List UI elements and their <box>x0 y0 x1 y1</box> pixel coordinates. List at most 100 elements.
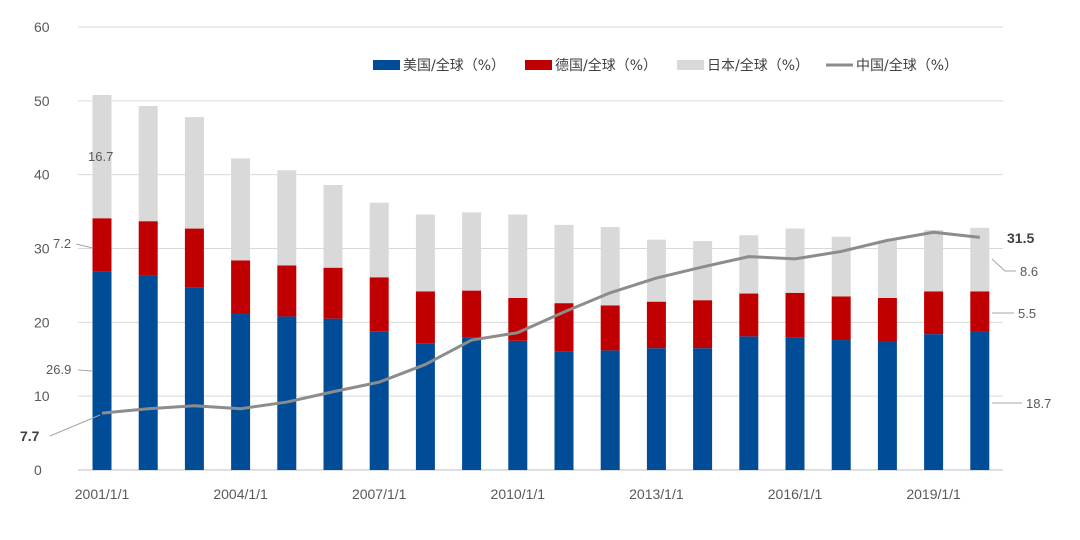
bar-segment <box>646 239 666 302</box>
bar-segment <box>277 170 297 266</box>
bar-segment <box>970 291 990 332</box>
china-line-path <box>101 230 980 415</box>
bar-segment <box>369 202 389 278</box>
legend-label: 美国/全球（%） <box>403 57 505 74</box>
legend-label: 日本/全球（%） <box>707 57 809 74</box>
bar-segment <box>92 271 112 470</box>
bar-segment <box>92 94 112 219</box>
bar-segment <box>231 313 251 470</box>
data-label-china-2001: 7.7 <box>20 428 40 444</box>
legend-label: 德国/全球（%） <box>555 57 657 74</box>
bar-segment <box>554 224 574 304</box>
bar-segment <box>184 287 204 470</box>
legend-swatch <box>373 60 400 70</box>
bar-segment <box>785 228 805 293</box>
legend-swatch <box>525 60 552 70</box>
bar-segment <box>785 292 805 338</box>
x-tick-label: 2007/1/1 <box>352 486 407 502</box>
bar-segment <box>323 267 343 319</box>
data-label-usa-2020: 18.7 <box>1026 396 1051 411</box>
bar-segment <box>138 221 158 276</box>
bar-segment <box>600 350 620 470</box>
leader-line <box>77 369 94 372</box>
bar-segment <box>739 336 759 470</box>
bar-segment <box>369 331 389 470</box>
bar-segment <box>600 227 620 306</box>
y-axis-ticks: 0 10 20 30 40 50 60 <box>34 19 50 478</box>
data-label-japan-2020: 8.6 <box>1020 264 1038 279</box>
bar-segment <box>693 300 713 349</box>
y-tick-label: 60 <box>34 19 50 35</box>
data-label-china-2020: 31.5 <box>1007 230 1034 246</box>
bar-segment <box>138 275 158 470</box>
annotations: 16.7 7.2 26.9 7.7 31.5 8.6 5.5 18.7 <box>20 149 1051 444</box>
bar-segment <box>924 230 944 292</box>
bar-segment <box>415 214 435 292</box>
y-tick-label: 10 <box>34 388 50 404</box>
leader-line <box>75 243 94 249</box>
x-tick-label: 2010/1/1 <box>491 486 546 502</box>
bar-segment <box>277 265 297 317</box>
bar-segment <box>831 340 851 470</box>
bar-segment <box>877 240 897 298</box>
bar-segment <box>508 340 528 470</box>
bar-segment <box>970 227 990 292</box>
bar-segment <box>508 214 528 298</box>
data-label-usa-2001: 26.9 <box>46 362 71 377</box>
bar-segment <box>877 297 897 342</box>
bar-segment <box>462 290 482 338</box>
x-axis: 2001/1/1 2004/1/1 2007/1/1 2010/1/1 2013/1/1… <box>75 486 961 502</box>
legend-swatch <box>677 60 704 70</box>
bar-segment <box>970 331 990 470</box>
y-tick-label: 20 <box>34 314 50 330</box>
data-label-germany-2001: 7.2 <box>53 236 71 251</box>
china-line <box>101 230 980 415</box>
bar-segment <box>785 337 805 470</box>
bar-segment <box>924 291 944 335</box>
y-tick-label: 30 <box>34 241 50 257</box>
data-label-japan-2001: 16.7 <box>88 149 113 164</box>
bar-segment <box>415 343 435 470</box>
bar-segment <box>646 348 666 470</box>
data-label-germany-2020: 5.5 <box>1018 306 1036 321</box>
bar-segment <box>184 228 204 288</box>
bar-segment <box>184 117 204 229</box>
bar-segment <box>323 318 343 470</box>
y-tick-label: 0 <box>34 462 42 478</box>
x-tick-label: 2019/1/1 <box>906 486 961 502</box>
y-tick-label: 50 <box>34 93 50 109</box>
bar-segment <box>693 241 713 301</box>
bar-segment <box>231 260 251 314</box>
x-tick-label: 2001/1/1 <box>75 486 130 502</box>
bar-segment <box>323 185 343 268</box>
bar-segment <box>600 305 620 351</box>
x-tick-label: 2013/1/1 <box>629 486 684 502</box>
gridlines <box>78 26 1003 471</box>
bar-segment <box>693 348 713 470</box>
leader-line <box>991 258 1016 272</box>
bar-segment <box>415 291 435 344</box>
x-tick-label: 2016/1/1 <box>768 486 823 502</box>
bar-segment <box>739 293 759 337</box>
bar-segment <box>831 296 851 341</box>
bar-segment <box>369 277 389 332</box>
legend-label: 中国/全球（%） <box>856 57 958 74</box>
bar-segment <box>924 334 944 470</box>
bar-segment <box>831 236 851 297</box>
bar-segment <box>877 341 897 470</box>
bar-segment <box>554 351 574 470</box>
bar-segment <box>277 316 297 470</box>
bars <box>92 94 990 470</box>
bar-segment <box>739 235 759 294</box>
legend: 美国/全球（%） 德国/全球（%） 日本/全球（%） 中国/全球（%） <box>373 57 958 74</box>
bar-segment <box>646 301 666 349</box>
bar-segment <box>92 218 112 272</box>
y-tick-label: 40 <box>34 167 50 183</box>
bar-segment <box>231 158 251 261</box>
bar-segment <box>138 106 158 222</box>
x-tick-label: 2004/1/1 <box>213 486 268 502</box>
bar-segment <box>462 337 482 470</box>
bar-segment <box>462 212 482 291</box>
leader-line <box>49 414 101 437</box>
